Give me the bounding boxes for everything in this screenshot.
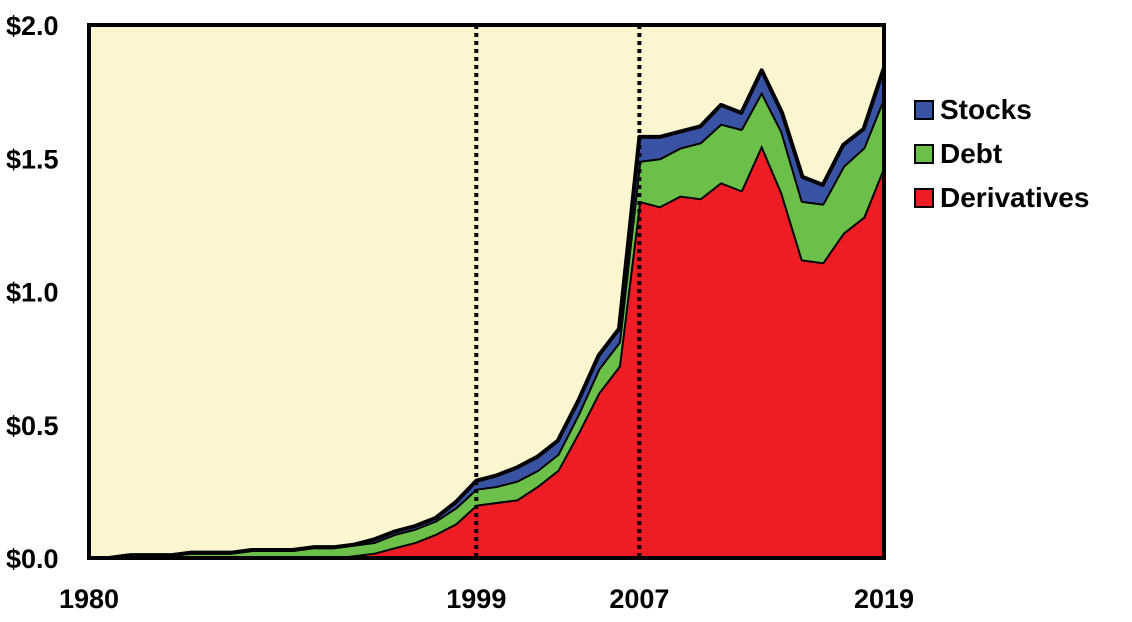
legend-item-debt: Debt [914, 132, 1089, 176]
y-axis-ticks: $0.0 $0.5 $1.0 $1.5 $2.0 [6, 11, 59, 574]
area-line-stocks [89, 66, 886, 560]
y-tick-label: $1.0 [6, 278, 59, 308]
plot-border [87, 23, 886, 560]
x-tick-label: 1999 [446, 584, 506, 614]
x-axis-ticks: 1980 1999 2007 2019 [59, 584, 914, 614]
legend-item-derivatives: Derivatives [914, 176, 1089, 220]
y-tick-label: $1.5 [6, 144, 59, 174]
x-tick-label: 2007 [609, 584, 669, 614]
reference-lines [474, 25, 642, 558]
x-tick-label: 2019 [854, 584, 914, 614]
legend-item-stocks: Stocks [914, 88, 1089, 132]
legend-swatch-derivatives [914, 188, 934, 208]
y-tick-label: $2.0 [6, 11, 59, 41]
legend-swatch-stocks [914, 100, 934, 120]
legend-swatch-debt [914, 144, 934, 164]
legend-label-debt: Debt [940, 138, 1003, 169]
area-derivatives [89, 144, 884, 558]
y-tick-label: $0.0 [6, 544, 59, 574]
x-tick-label: 1980 [59, 584, 119, 614]
legend: Stocks Debt Derivatives [914, 88, 1089, 220]
legend-label-stocks: Stocks [940, 94, 1032, 125]
legend-label-derivatives: Derivatives [940, 182, 1090, 213]
y-tick-label: $0.5 [6, 411, 59, 441]
